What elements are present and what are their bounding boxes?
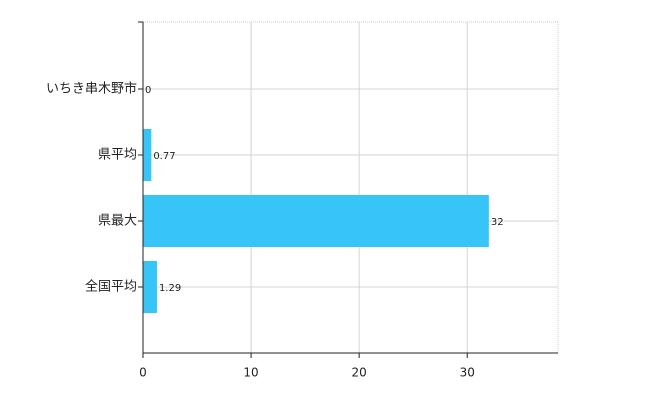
x-tick-label: 20: [352, 366, 367, 380]
value-label: 0.77: [153, 151, 175, 162]
x-tick-label: 10: [243, 366, 258, 380]
y-tick-label: いちき串木野市: [46, 81, 137, 97]
y-tick-label: 全国平均: [85, 279, 137, 295]
y-tick-label: 県平均: [98, 148, 137, 163]
bar: [143, 195, 489, 247]
bar: [143, 129, 152, 181]
value-label: 0: [145, 85, 151, 96]
x-tick-label: 30: [460, 366, 475, 380]
value-label: 32: [491, 217, 504, 228]
y-tick-label: 県最大: [98, 214, 137, 229]
value-label: 1.29: [159, 283, 181, 294]
bar: [143, 261, 157, 313]
x-tick-label: 0: [139, 366, 147, 380]
